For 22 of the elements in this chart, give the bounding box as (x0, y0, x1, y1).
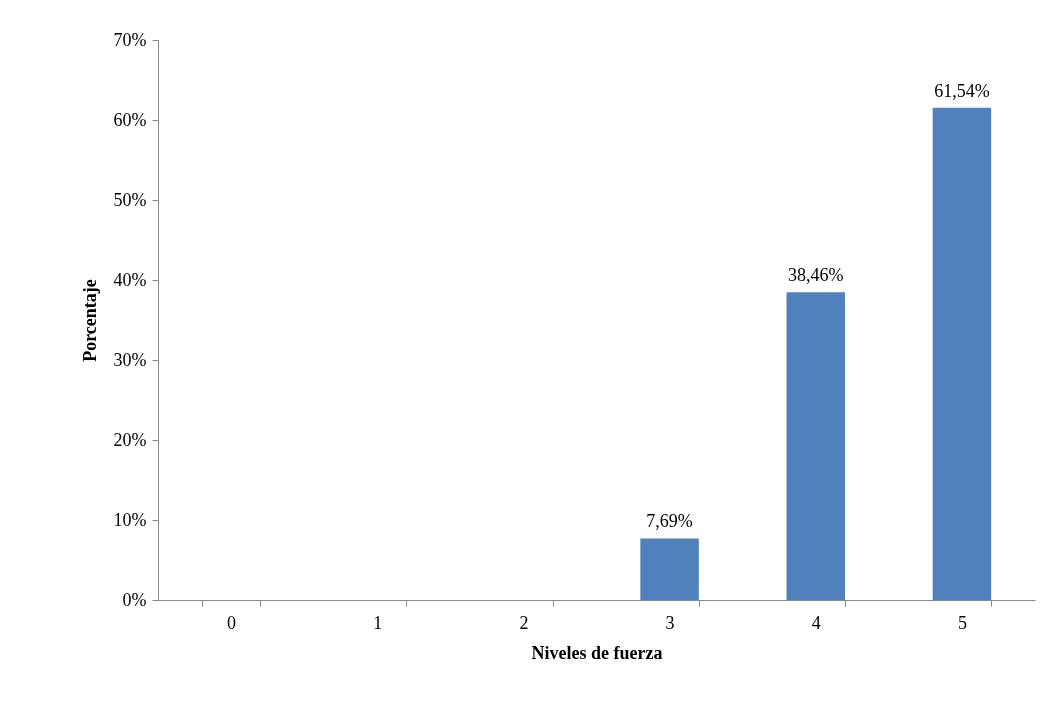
y-tick-label: 50% (113, 189, 147, 210)
y-tick-label: 0% (122, 589, 147, 610)
data-label: 7,69% (646, 511, 693, 532)
bar (640, 538, 699, 600)
y-tick-label: 30% (113, 349, 147, 370)
x-tick-label: 2 (519, 612, 529, 633)
y-tick-label: 40% (113, 269, 147, 290)
x-axis-title: Niveles de fuerza (531, 642, 663, 663)
data-label: 61,54% (934, 80, 990, 101)
x-tick-label: 5 (957, 612, 967, 633)
bar (786, 292, 845, 600)
y-tick-label: 20% (113, 429, 147, 450)
bar (932, 107, 992, 600)
y-axis-title: Porcentaje (79, 279, 100, 362)
data-label: 38,46% (788, 265, 844, 286)
y-tick-label: 10% (113, 509, 147, 530)
x-tick-label: 4 (811, 612, 821, 633)
x-tick-label: 1 (373, 612, 383, 633)
x-tick-label: 0 (227, 612, 237, 633)
y-tick-label: 70% (113, 29, 147, 50)
y-tick-label: 60% (113, 109, 147, 130)
x-tick-label: 3 (665, 612, 675, 633)
